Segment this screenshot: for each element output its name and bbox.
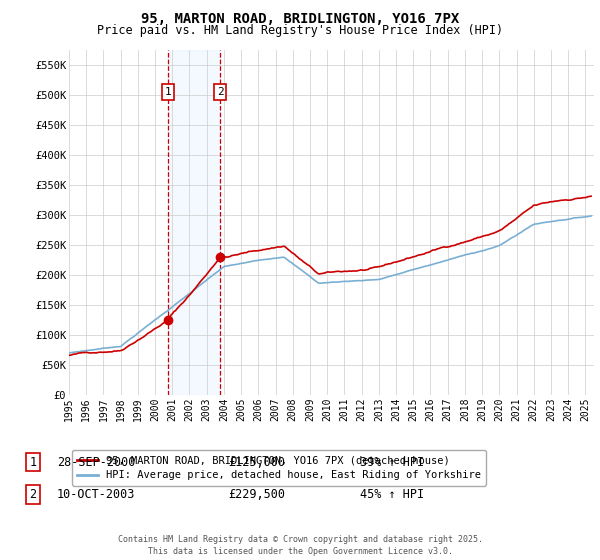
Legend: 95, MARTON ROAD, BRIDLINGTON, YO16 7PX (detached house), HPI: Average price, det: 95, MARTON ROAD, BRIDLINGTON, YO16 7PX (… (71, 450, 486, 486)
Text: £125,000: £125,000 (228, 455, 285, 469)
Text: £229,500: £229,500 (228, 488, 285, 501)
Text: 1: 1 (164, 87, 171, 97)
Text: 39% ↑ HPI: 39% ↑ HPI (360, 455, 424, 469)
Text: 10-OCT-2003: 10-OCT-2003 (57, 488, 136, 501)
Text: 2: 2 (29, 488, 37, 501)
Text: 2: 2 (217, 87, 224, 97)
Text: Price paid vs. HM Land Registry's House Price Index (HPI): Price paid vs. HM Land Registry's House … (97, 24, 503, 36)
Text: 1: 1 (29, 455, 37, 469)
Text: 28-SEP-2000: 28-SEP-2000 (57, 455, 136, 469)
Text: 95, MARTON ROAD, BRIDLINGTON, YO16 7PX: 95, MARTON ROAD, BRIDLINGTON, YO16 7PX (141, 12, 459, 26)
Bar (168, 50, 220, 395)
Text: Contains HM Land Registry data © Crown copyright and database right 2025.
This d: Contains HM Land Registry data © Crown c… (118, 535, 482, 556)
Text: 45% ↑ HPI: 45% ↑ HPI (360, 488, 424, 501)
